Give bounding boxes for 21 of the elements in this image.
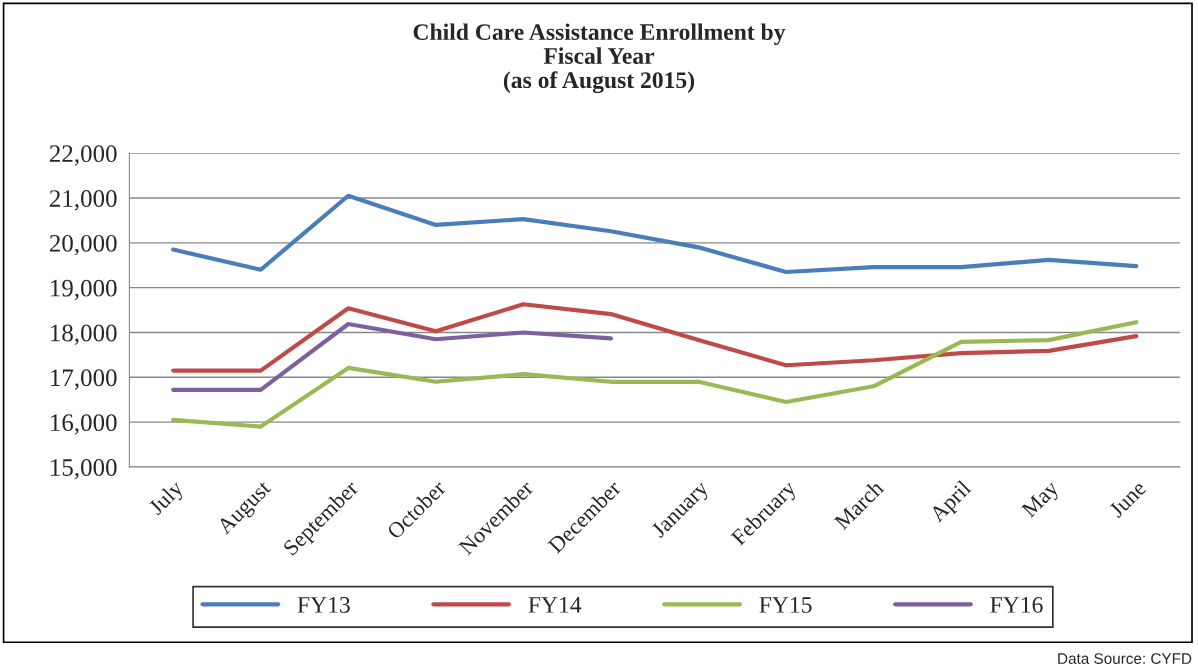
y-tick-label: 15,000 bbox=[51, 459, 117, 480]
legend-label: FY14 bbox=[528, 597, 582, 613]
legend-label: FY15 bbox=[759, 597, 812, 613]
chart-title: Child Care Assistance Enrollment by Fiscal Year (as of August 2015) bbox=[413, 23, 786, 94]
x-tick-label: July bbox=[147, 478, 188, 519]
y-tick-label: 19,000 bbox=[51, 279, 117, 301]
y-tick-label: 22,000 bbox=[49, 145, 117, 166]
y-tick-label: 18,000 bbox=[51, 324, 117, 346]
y-tick-label: 17,000 bbox=[51, 369, 117, 390]
line-series bbox=[171, 302, 1139, 373]
line-series bbox=[171, 320, 1139, 429]
x-tick-label: May bbox=[1020, 479, 1063, 522]
y-tick-label: 20,000 bbox=[49, 234, 117, 256]
line-series bbox=[171, 193, 1139, 275]
legend-label: FY16 bbox=[990, 596, 1043, 613]
y-tick-label: 21,000 bbox=[49, 190, 117, 211]
line-series bbox=[171, 321, 614, 392]
y-tick-label: 16,000 bbox=[51, 414, 117, 435]
legend-label: FY13 bbox=[297, 596, 350, 613]
source-note: Data Source: CYFD bbox=[1058, 653, 1192, 664]
x-tick-label: June bbox=[1108, 479, 1147, 519]
